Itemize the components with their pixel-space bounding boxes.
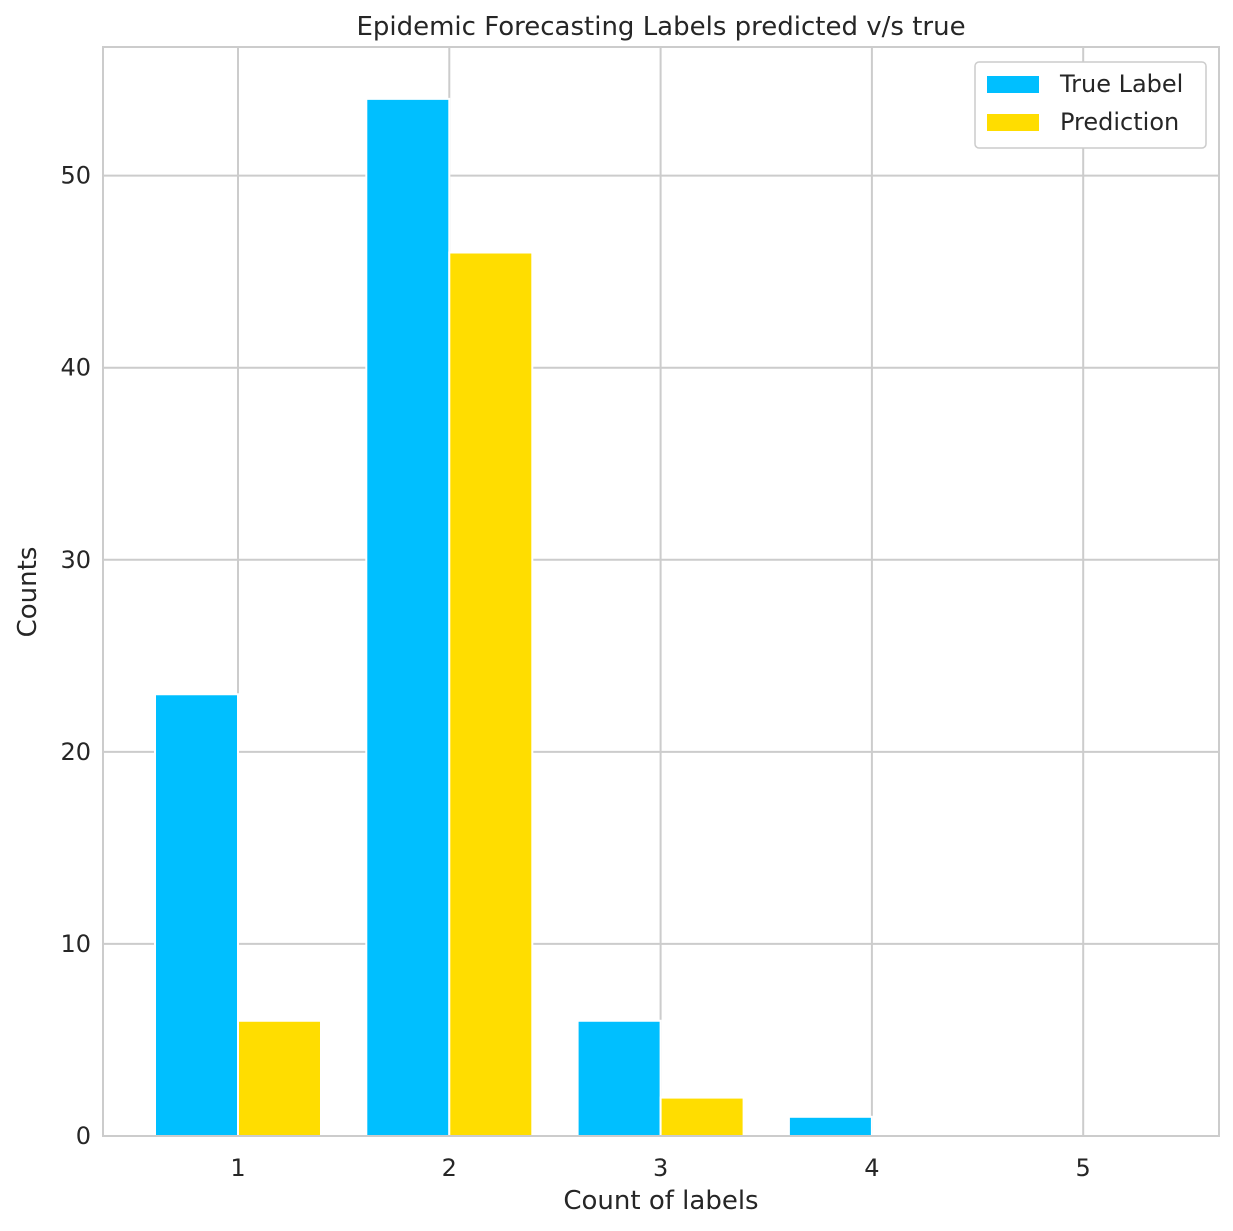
bar-true-label-2 <box>365 97 451 1137</box>
bar-true-label-3 <box>576 1019 662 1137</box>
bar-prediction-2 <box>448 251 534 1137</box>
bars <box>154 97 873 1138</box>
grid-lines <box>103 47 1219 1137</box>
legend-swatch <box>987 114 1039 131</box>
plot-frame <box>102 46 1220 1137</box>
bar-true-label-4 <box>787 1115 873 1138</box>
y-tick-label: 0 <box>76 1122 91 1150</box>
bar-prediction-3 <box>659 1096 745 1137</box>
y-axis-label: Counts <box>13 547 43 638</box>
x-tick-label: 3 <box>653 1154 668 1182</box>
y-tick-label: 30 <box>60 546 91 574</box>
x-tick-label: 1 <box>230 1154 245 1182</box>
x-tick-label: 4 <box>864 1154 879 1182</box>
tick-labels: 0 10 20 30 40 50 1 2 3 4 5 <box>60 162 1090 1182</box>
y-tick-label: 20 <box>60 738 91 766</box>
x-tick-label: 2 <box>442 1154 457 1182</box>
y-tick-label: 10 <box>60 930 91 958</box>
x-tick-label: 5 <box>1076 1154 1091 1182</box>
chart-title: Epidemic Forecasting Labels predicted v/… <box>356 12 965 42</box>
legend: True Label Prediction <box>974 61 1207 149</box>
bar-true-label-1 <box>154 693 239 1137</box>
x-axis-label: Count of labels <box>563 1186 758 1216</box>
y-tick-label: 40 <box>60 354 91 382</box>
bar-prediction-1 <box>237 1019 322 1137</box>
y-tick-label: 50 <box>60 162 91 190</box>
legend-swatch <box>987 76 1039 93</box>
legend-label: True Label <box>1059 70 1183 98</box>
legend-label: Prediction <box>1060 108 1179 136</box>
